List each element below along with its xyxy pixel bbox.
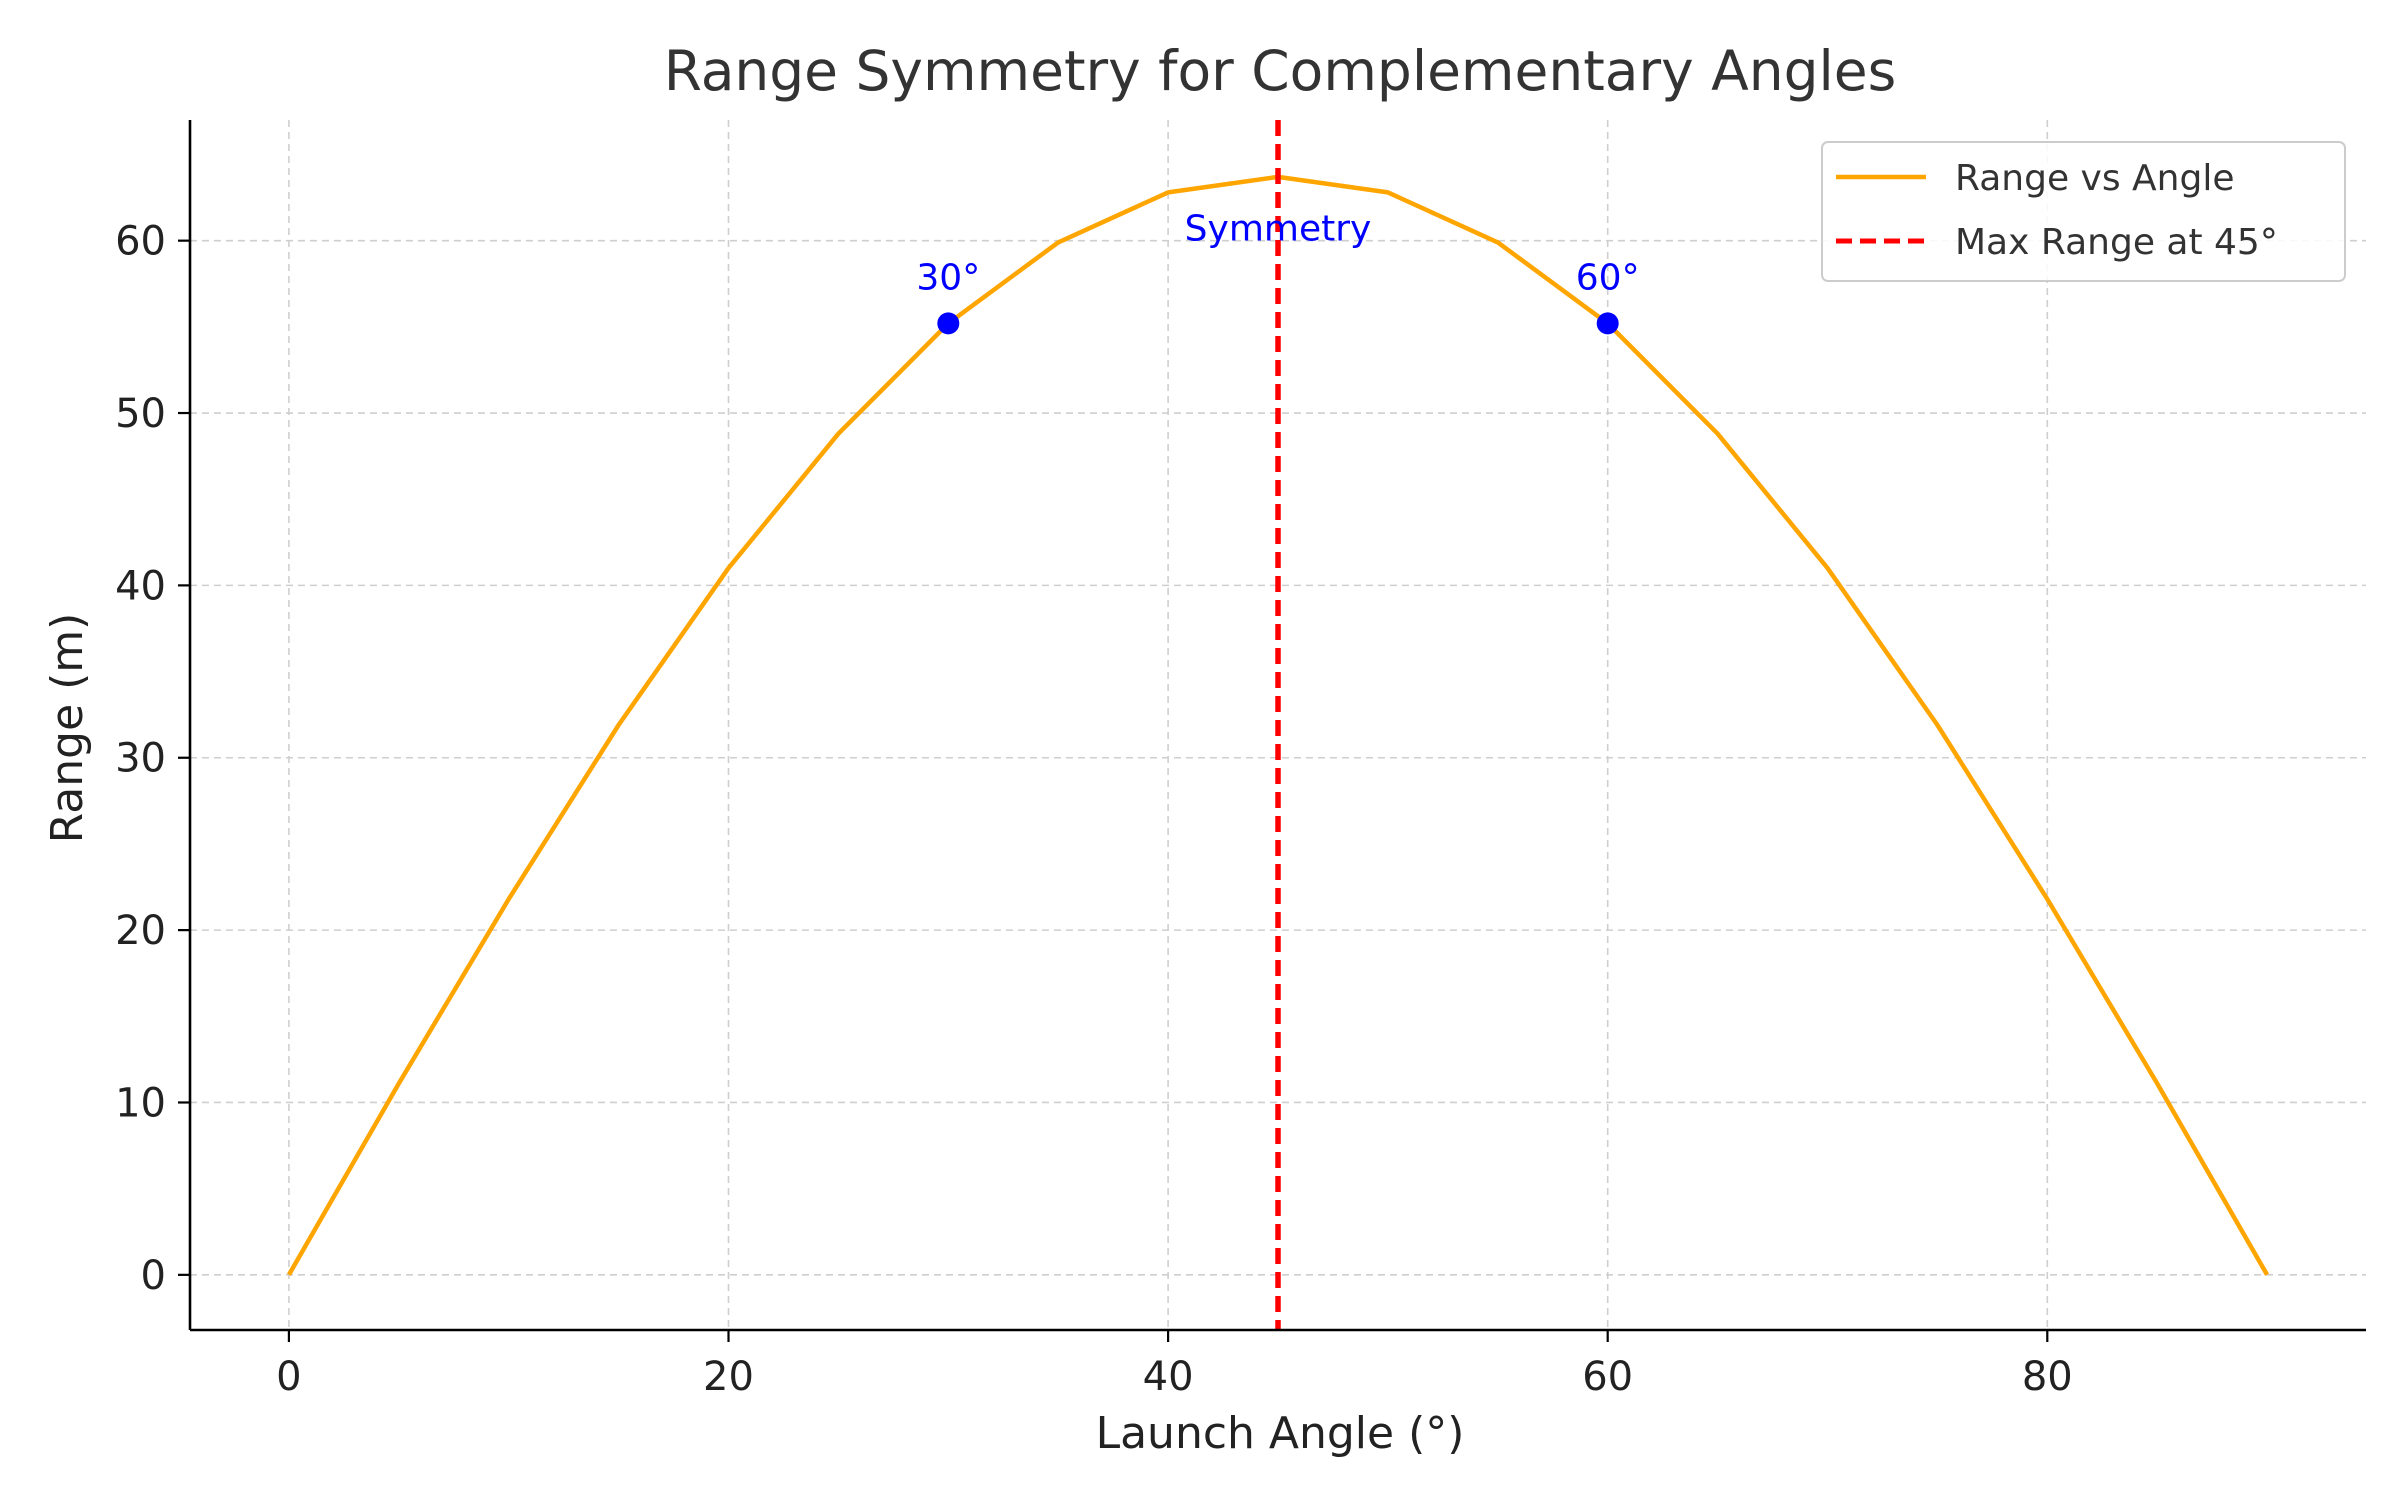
y-tick-label: 40: [115, 563, 166, 609]
y-tick-label: 10: [115, 1080, 166, 1126]
legend-label-max-range: Max Range at 45°: [1955, 222, 2278, 263]
legend: Range vs Angle Max Range at 45°: [1821, 141, 2346, 282]
y-tick-label: 20: [115, 908, 166, 954]
point-label: 60°: [1576, 257, 1640, 298]
symmetry-annotation: Symmetry: [1185, 209, 1372, 250]
x-tick-label: 40: [1143, 1354, 1194, 1400]
x-tick-label: 0: [276, 1354, 301, 1400]
angle-point: [937, 312, 960, 335]
y-tick-label: 0: [141, 1253, 166, 1299]
chart-title: Range Symmetry for Complementary Angles: [664, 39, 1897, 103]
y-tick-label: 30: [115, 736, 166, 782]
grid: [190, 120, 2366, 1330]
point-label: 30°: [916, 257, 980, 298]
x-tick-label: 80: [2022, 1354, 2073, 1400]
y-tick-label: 50: [115, 391, 166, 437]
x-tick-label: 20: [703, 1354, 754, 1400]
legend-box: [1821, 141, 2346, 282]
y-axis-label: Range (m): [42, 613, 93, 844]
angle-point: [1596, 312, 1619, 335]
x-axis-label: Launch Angle (°): [1096, 1408, 1465, 1459]
plot-area: 30° 60° Symmetry: [286, 120, 2270, 1330]
axes: 0 20 40 60 80 0 10 20 30 40 50 60: [115, 120, 2366, 1400]
x-tick-label: 60: [1582, 1354, 1633, 1400]
legend-label-range: Range vs Angle: [1955, 158, 2235, 199]
y-tick-label: 60: [115, 219, 166, 265]
